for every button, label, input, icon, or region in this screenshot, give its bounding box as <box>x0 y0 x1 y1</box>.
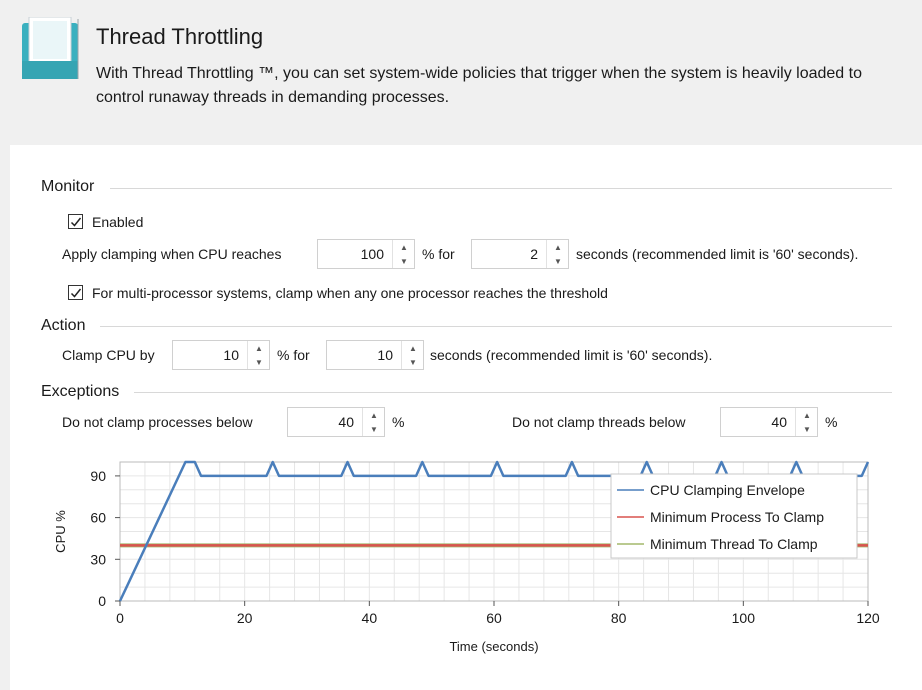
clamping-chart: 0 20 40 60 80 100 120 0 30 60 90 Time (seconds) CPU … <box>53 460 880 654</box>
action-seconds-label: seconds (recommended limit is '60' secon… <box>430 347 713 363</box>
increment-icon[interactable]: ▲ <box>803 410 811 420</box>
action-seconds-value: 10 <box>377 347 393 363</box>
cpu-threshold-value: 100 <box>360 246 384 262</box>
page-description: With Thread Throttling ™, you can set sy… <box>96 65 862 106</box>
enabled-label: Enabled <box>92 214 144 230</box>
legend-entry: Minimum Process To Clamp <box>650 509 824 525</box>
apply-clamping-label: Apply clamping when CPU reaches <box>62 246 282 262</box>
x-tick-label: 20 <box>237 610 253 626</box>
cpu-threshold-stepper[interactable]: 100 ▲ ▼ <box>317 239 415 269</box>
monitor-seconds-value: 2 <box>530 246 538 262</box>
checkmark-icon <box>70 288 82 298</box>
enabled-checkbox[interactable] <box>68 214 83 229</box>
processes-below-stepper[interactable]: 40 ▲ ▼ <box>287 407 385 437</box>
increment-icon[interactable]: ▲ <box>554 242 562 252</box>
exceptions-section-title: Exceptions <box>41 383 120 400</box>
multiprocessor-checkbox[interactable] <box>68 285 83 300</box>
action-pct-for-label: % for <box>277 347 310 363</box>
x-axis-label: Time (seconds) <box>449 639 538 654</box>
threads-below-label: Do not clamp threads below <box>512 414 686 430</box>
action-seconds-stepper[interactable]: 10 ▲ ▼ <box>326 340 424 370</box>
pct-for-label: % for <box>422 246 455 262</box>
decrement-icon[interactable]: ▼ <box>255 357 263 367</box>
x-tick-label: 40 <box>362 610 378 626</box>
monitor-section-title: Monitor <box>41 178 95 195</box>
threads-below-stepper[interactable]: 40 ▲ ▼ <box>720 407 818 437</box>
increment-icon[interactable]: ▲ <box>400 242 408 252</box>
multiprocessor-label: For multi-processor systems, clamp when … <box>92 285 608 301</box>
page-title: Thread Throttling <box>96 24 264 49</box>
y-tick-label: 60 <box>90 510 106 526</box>
x-tick-label: 80 <box>611 610 627 626</box>
x-tick-label: 0 <box>116 610 124 626</box>
legend-entry: Minimum Thread To Clamp <box>650 536 818 552</box>
y-tick-label: 0 <box>98 593 106 609</box>
threads-unit: % <box>825 414 838 430</box>
processes-below-label: Do not clamp processes below <box>62 414 253 430</box>
thread-throttling-icon <box>22 17 79 79</box>
checkmark-icon <box>70 217 82 227</box>
clamp-cpu-stepper[interactable]: 10 ▲ ▼ <box>172 340 270 370</box>
header: Thread Throttling With Thread Throttling… <box>0 0 922 145</box>
y-tick-label: 90 <box>90 468 106 484</box>
decrement-icon[interactable]: ▼ <box>400 256 408 266</box>
action-section-title: Action <box>41 317 86 334</box>
processes-unit: % <box>392 414 405 430</box>
x-tick-label: 60 <box>486 610 502 626</box>
clamp-cpu-value: 10 <box>223 347 239 363</box>
decrement-icon[interactable]: ▼ <box>554 256 562 266</box>
threads-below-value: 40 <box>771 414 787 430</box>
exceptions-divider <box>134 392 892 393</box>
decrement-icon[interactable]: ▼ <box>803 424 811 434</box>
increment-icon[interactable]: ▲ <box>255 343 263 353</box>
x-tick-label: 100 <box>732 610 756 626</box>
legend-entry: CPU Clamping Envelope <box>650 482 805 498</box>
increment-icon[interactable]: ▲ <box>409 343 417 353</box>
processes-below-value: 40 <box>338 414 354 430</box>
monitor-seconds-label: seconds (recommended limit is '60' secon… <box>576 246 859 262</box>
x-tick-label: 120 <box>856 610 880 626</box>
y-axis-label: CPU % <box>53 510 68 553</box>
y-tick-label: 30 <box>90 551 106 567</box>
clamp-cpu-label: Clamp CPU by <box>62 347 155 363</box>
increment-icon[interactable]: ▲ <box>370 410 378 420</box>
monitor-seconds-stepper[interactable]: 2 ▲ ▼ <box>471 239 569 269</box>
decrement-icon[interactable]: ▼ <box>370 424 378 434</box>
decrement-icon[interactable]: ▼ <box>409 357 417 367</box>
action-divider <box>100 326 892 327</box>
legend-box <box>610 473 858 559</box>
monitor-divider <box>110 188 892 189</box>
